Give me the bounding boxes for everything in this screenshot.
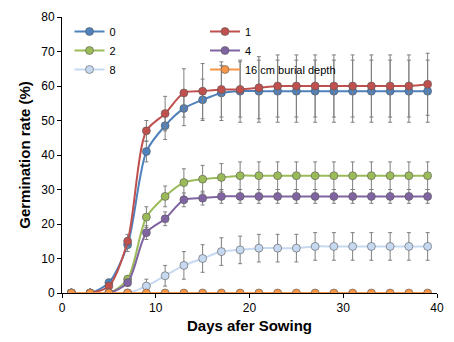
svg-text:4: 4 bbox=[245, 45, 251, 57]
svg-text:30: 30 bbox=[337, 301, 351, 315]
svg-text:2: 2 bbox=[110, 45, 116, 57]
svg-text:50: 50 bbox=[41, 114, 55, 128]
svg-text:Germination rate (%): Germination rate (%) bbox=[16, 81, 33, 229]
svg-text:40: 40 bbox=[41, 148, 55, 162]
svg-text:60: 60 bbox=[41, 79, 55, 93]
svg-text:40: 40 bbox=[430, 301, 444, 315]
svg-text:0: 0 bbox=[48, 286, 55, 300]
svg-text:20: 20 bbox=[41, 217, 55, 231]
svg-text:0: 0 bbox=[110, 26, 116, 38]
svg-text:20: 20 bbox=[243, 301, 257, 315]
svg-text:10: 10 bbox=[41, 252, 55, 266]
svg-text:10: 10 bbox=[149, 301, 163, 315]
svg-text:70: 70 bbox=[41, 45, 55, 59]
svg-text:8: 8 bbox=[110, 64, 116, 76]
svg-text:Days afer Sowing: Days afer Sowing bbox=[187, 317, 312, 334]
svg-text:0: 0 bbox=[59, 301, 66, 315]
svg-text:80: 80 bbox=[41, 10, 55, 24]
svg-text:1: 1 bbox=[245, 26, 251, 38]
svg-text:16 cm burial depth: 16 cm burial depth bbox=[245, 64, 336, 76]
svg-text:30: 30 bbox=[41, 183, 55, 197]
